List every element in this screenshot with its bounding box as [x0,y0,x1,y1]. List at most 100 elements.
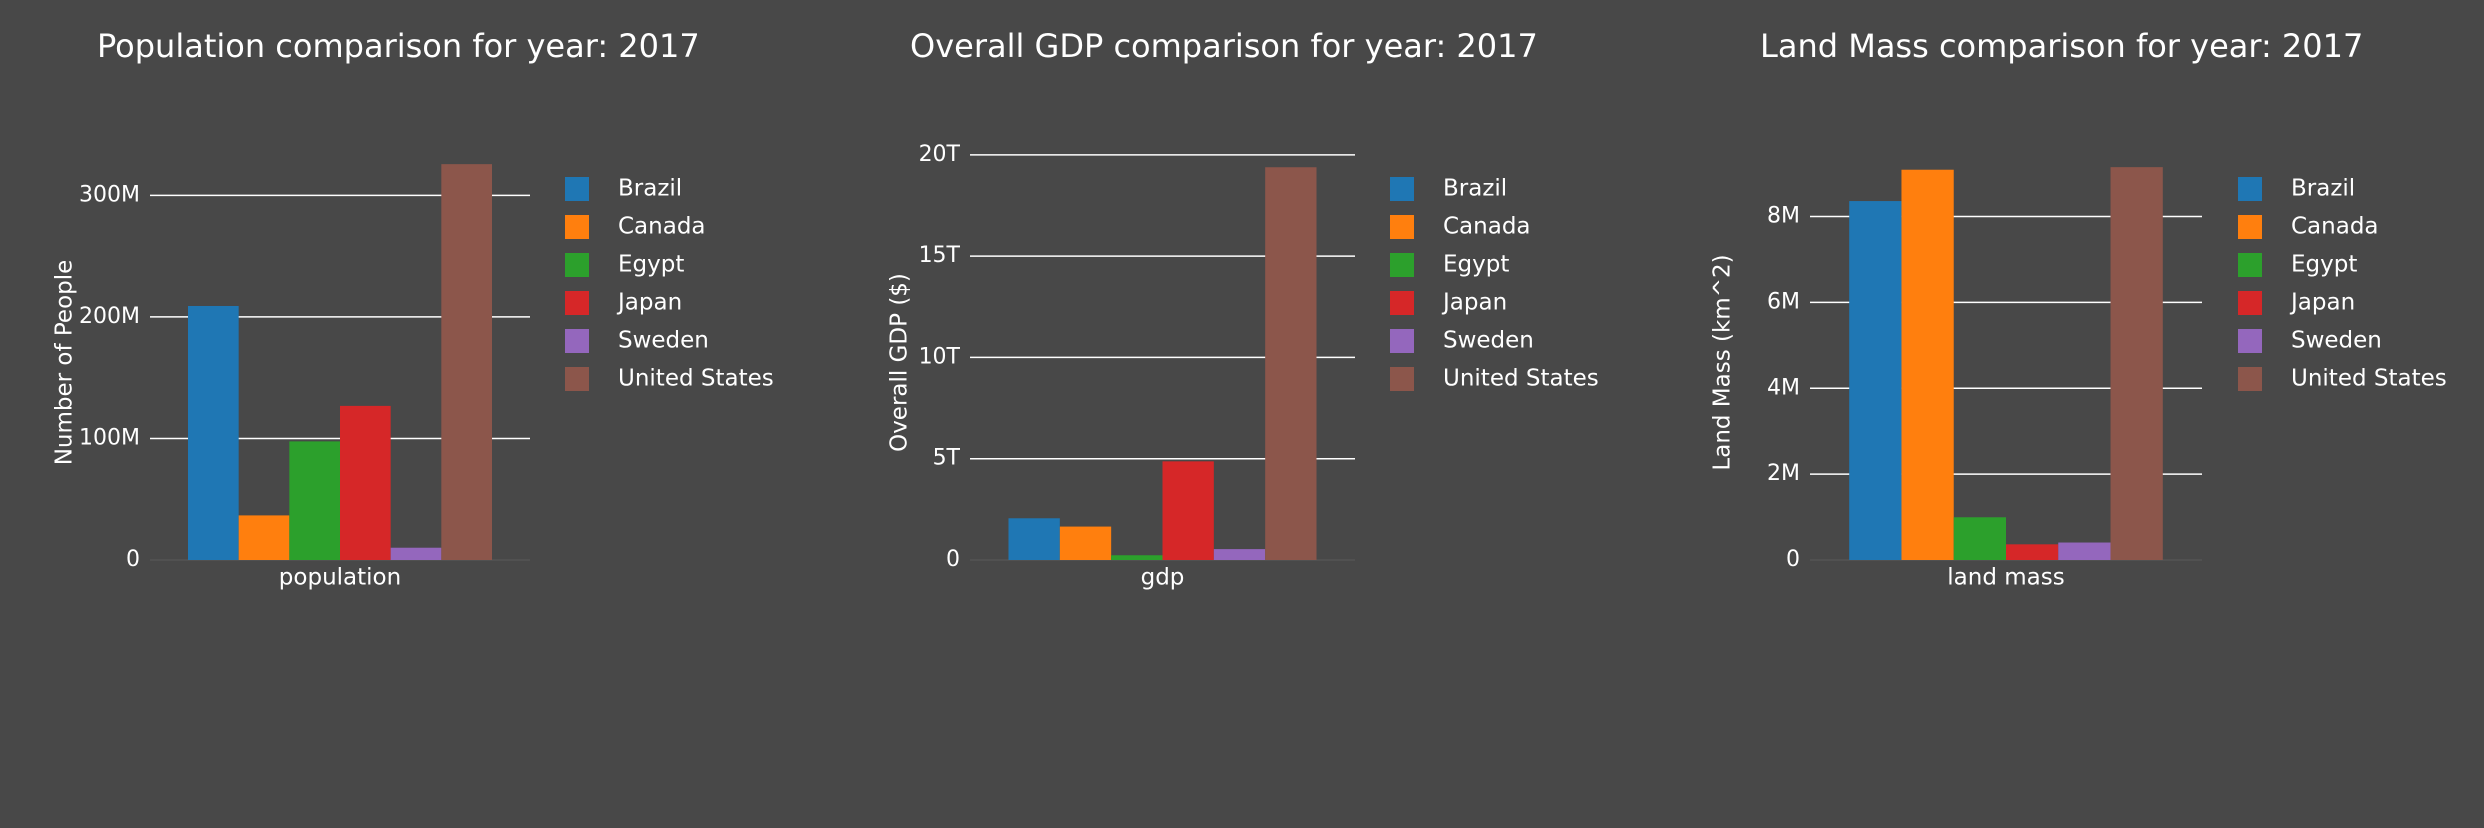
legend-label: Brazil [1443,176,1507,202]
legend-label: Japan [2289,290,2355,316]
chart-panel-2: Land Mass comparison for year: 2017 0 2M 4M… [1710,27,2447,591]
legend-swatch [1390,215,1414,239]
x-category-label: land mass [1947,565,2064,591]
legend-item[interactable]: Sweden [1390,328,1534,354]
legend-item[interactable]: Japan [2238,290,2355,316]
bar-egypt[interactable] [1111,555,1163,560]
legend-label: Japan [1441,290,1507,316]
legend-swatch [565,367,589,391]
y-tick-label: 2M [1767,461,1800,486]
y-tick-label: 10T [919,344,961,369]
legend-label: United States [1443,366,1599,392]
legend-label: United States [618,366,774,392]
legend-item[interactable]: Egypt [565,252,684,278]
bar-japan[interactable] [1162,461,1214,560]
legend-item[interactable]: Brazil [565,176,682,202]
bar-canada[interactable] [238,515,290,560]
y-tick-label: 5T [933,446,961,471]
bar-brazil[interactable] [188,305,239,560]
legend-label: Egypt [2291,252,2357,278]
y-tick-label: 300M [79,182,140,207]
bar-united-states[interactable] [441,164,492,560]
bar-united-states[interactable] [1265,167,1317,560]
legend-label: Sweden [2291,328,2382,354]
bar-sweden[interactable] [2058,542,2111,560]
legend: Brazil Canada Egypt Japan Sweden United State… [565,176,774,392]
legend-item[interactable]: Brazil [1390,176,1507,202]
legend-label: Sweden [618,328,709,354]
legend-swatch [1390,367,1414,391]
chart-panel-1: Overall GDP comparison for year: 2017 0 5T… [887,27,1599,591]
legend-item[interactable]: Japan [565,290,682,316]
legend-swatch [2238,291,2262,315]
y-axis-label: Land Mass (km^2) [1710,254,1736,470]
legend-item[interactable]: United States [2238,366,2447,392]
legend-swatch [1390,291,1414,315]
legend-swatch [565,291,589,315]
x-category-label: gdp [1141,565,1185,591]
legend-label: Brazil [2291,176,2355,202]
legend-swatch [2238,253,2262,277]
chart-title: Overall GDP comparison for year: 2017 [910,27,1538,65]
legend-item[interactable]: Canada [1390,214,1531,240]
legend-swatch [565,329,589,353]
y-tick-label: 100M [79,425,140,450]
legend-swatch [2238,367,2262,391]
bar-brazil[interactable] [1849,201,1902,560]
bar-japan[interactable] [340,405,391,560]
legend-item[interactable]: United States [565,366,774,392]
bar-egypt[interactable] [289,441,340,560]
y-tick-label: 200M [79,304,140,329]
legend-label: Japan [616,290,682,316]
legend-swatch [2238,215,2262,239]
legend-label: Egypt [1443,252,1509,278]
y-tick-label: 6M [1767,289,1800,314]
legend-label: Sweden [1443,328,1534,354]
y-tick-label: 15T [919,243,961,268]
chart-panel-0: Population comparison for year: 2017 0 100… [52,27,774,591]
legend-label: Canada [1443,214,1531,240]
y-tick-label: 20T [919,142,961,167]
bar-brazil[interactable] [1008,518,1060,560]
legend-label: Egypt [618,252,684,278]
legend-item[interactable]: United States [1390,366,1599,392]
x-category-label: population [279,565,401,591]
legend-item[interactable]: Canada [2238,214,2379,240]
legend: Brazil Canada Egypt Japan Sweden United State… [2238,176,2447,392]
legend-swatch [1390,329,1414,353]
bar-canada[interactable] [1901,169,1954,560]
bar-sweden[interactable] [1213,549,1266,560]
y-tick-label: 0 [1786,547,1800,572]
legend-swatch [565,215,589,239]
bar-united-states[interactable] [2110,167,2163,561]
legend-item[interactable]: Sweden [565,328,709,354]
legend-swatch [565,177,589,201]
y-tick-label: 0 [946,547,960,572]
bar-japan[interactable] [2006,544,2059,560]
chart-title: Population comparison for year: 2017 [97,27,700,65]
y-axis-label: Number of People [52,260,78,466]
legend-item[interactable]: Egypt [2238,252,2357,278]
chart-title: Land Mass comparison for year: 2017 [1760,27,2363,65]
bar-sweden[interactable] [390,547,442,560]
y-axis-label: Overall GDP ($) [887,273,913,452]
legend-item[interactable]: Brazil [2238,176,2355,202]
legend-swatch [565,253,589,277]
legend-swatch [1390,253,1414,277]
legend-label: Brazil [618,176,682,202]
legend-label: Canada [2291,214,2379,240]
legend-item[interactable]: Sweden [2238,328,2382,354]
bar-egypt[interactable] [1953,517,2006,560]
y-tick-label: 4M [1767,375,1800,400]
legend-label: Canada [618,214,706,240]
y-tick-label: 0 [126,547,140,572]
y-tick-label: 8M [1767,204,1800,229]
legend-item[interactable]: Japan [1390,290,1507,316]
legend-item[interactable]: Canada [565,214,706,240]
legend-swatch [2238,177,2262,201]
legend-label: United States [2291,366,2447,392]
legend-swatch [2238,329,2262,353]
legend-item[interactable]: Egypt [1390,252,1509,278]
bar-canada[interactable] [1059,526,1112,560]
